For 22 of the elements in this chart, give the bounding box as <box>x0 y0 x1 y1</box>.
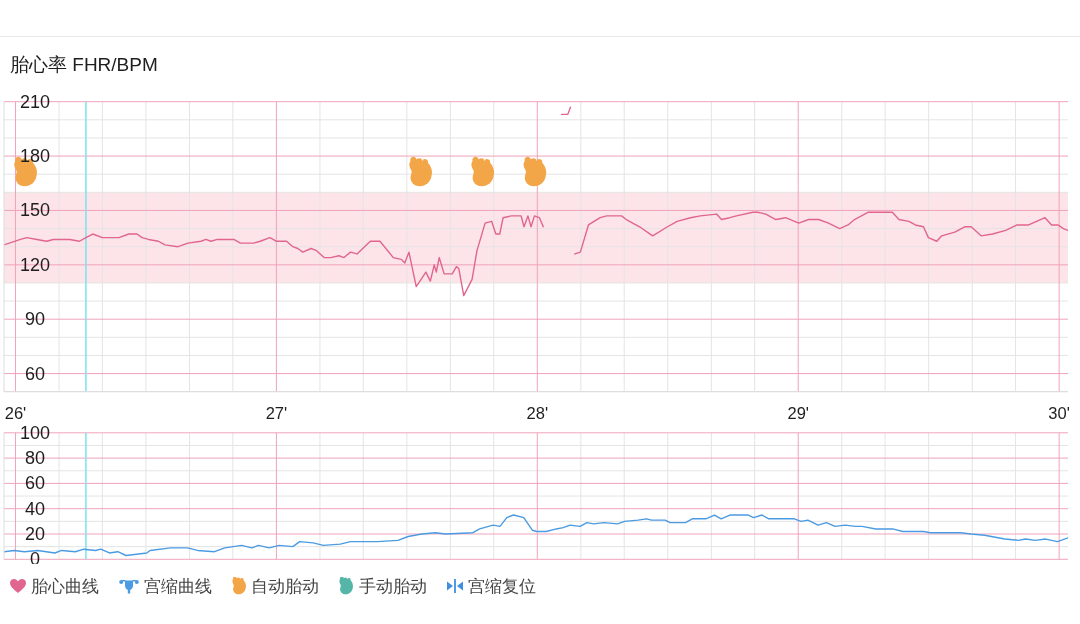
x-tick-label: 30' <box>1048 404 1070 422</box>
y-tick-label: 80 <box>24 448 46 469</box>
x-tick-label: 28' <box>526 404 549 422</box>
x-tick-label: 29' <box>787 404 809 422</box>
x-tick-label: 27' <box>265 404 288 422</box>
y-tick-label: 20 <box>24 524 46 544</box>
y-tick-label: 90 <box>24 309 46 330</box>
legend-label: 手动胎动 <box>358 575 427 598</box>
legend-label: 宫缩复位 <box>467 575 536 598</box>
y-tick-label: 120 <box>19 254 51 275</box>
legend-label: 自动胎动 <box>251 575 320 598</box>
y-tick-label: 40 <box>24 498 46 519</box>
chart-title: 胎心率 FHR/BPM <box>10 53 158 77</box>
y-tick-label: 60 <box>24 363 46 384</box>
y-tick-label: 210 <box>19 91 51 112</box>
legend-label: 宫缩曲线 <box>144 575 212 598</box>
legend-label: 胎心曲线 <box>31 575 99 598</box>
y-tick-label: 60 <box>24 473 46 494</box>
x-tick-label: 26' <box>4 404 27 422</box>
y-tick-label: 100 <box>19 422 51 443</box>
y-tick-label: 150 <box>19 200 51 221</box>
y-tick-label: 180 <box>19 146 51 167</box>
